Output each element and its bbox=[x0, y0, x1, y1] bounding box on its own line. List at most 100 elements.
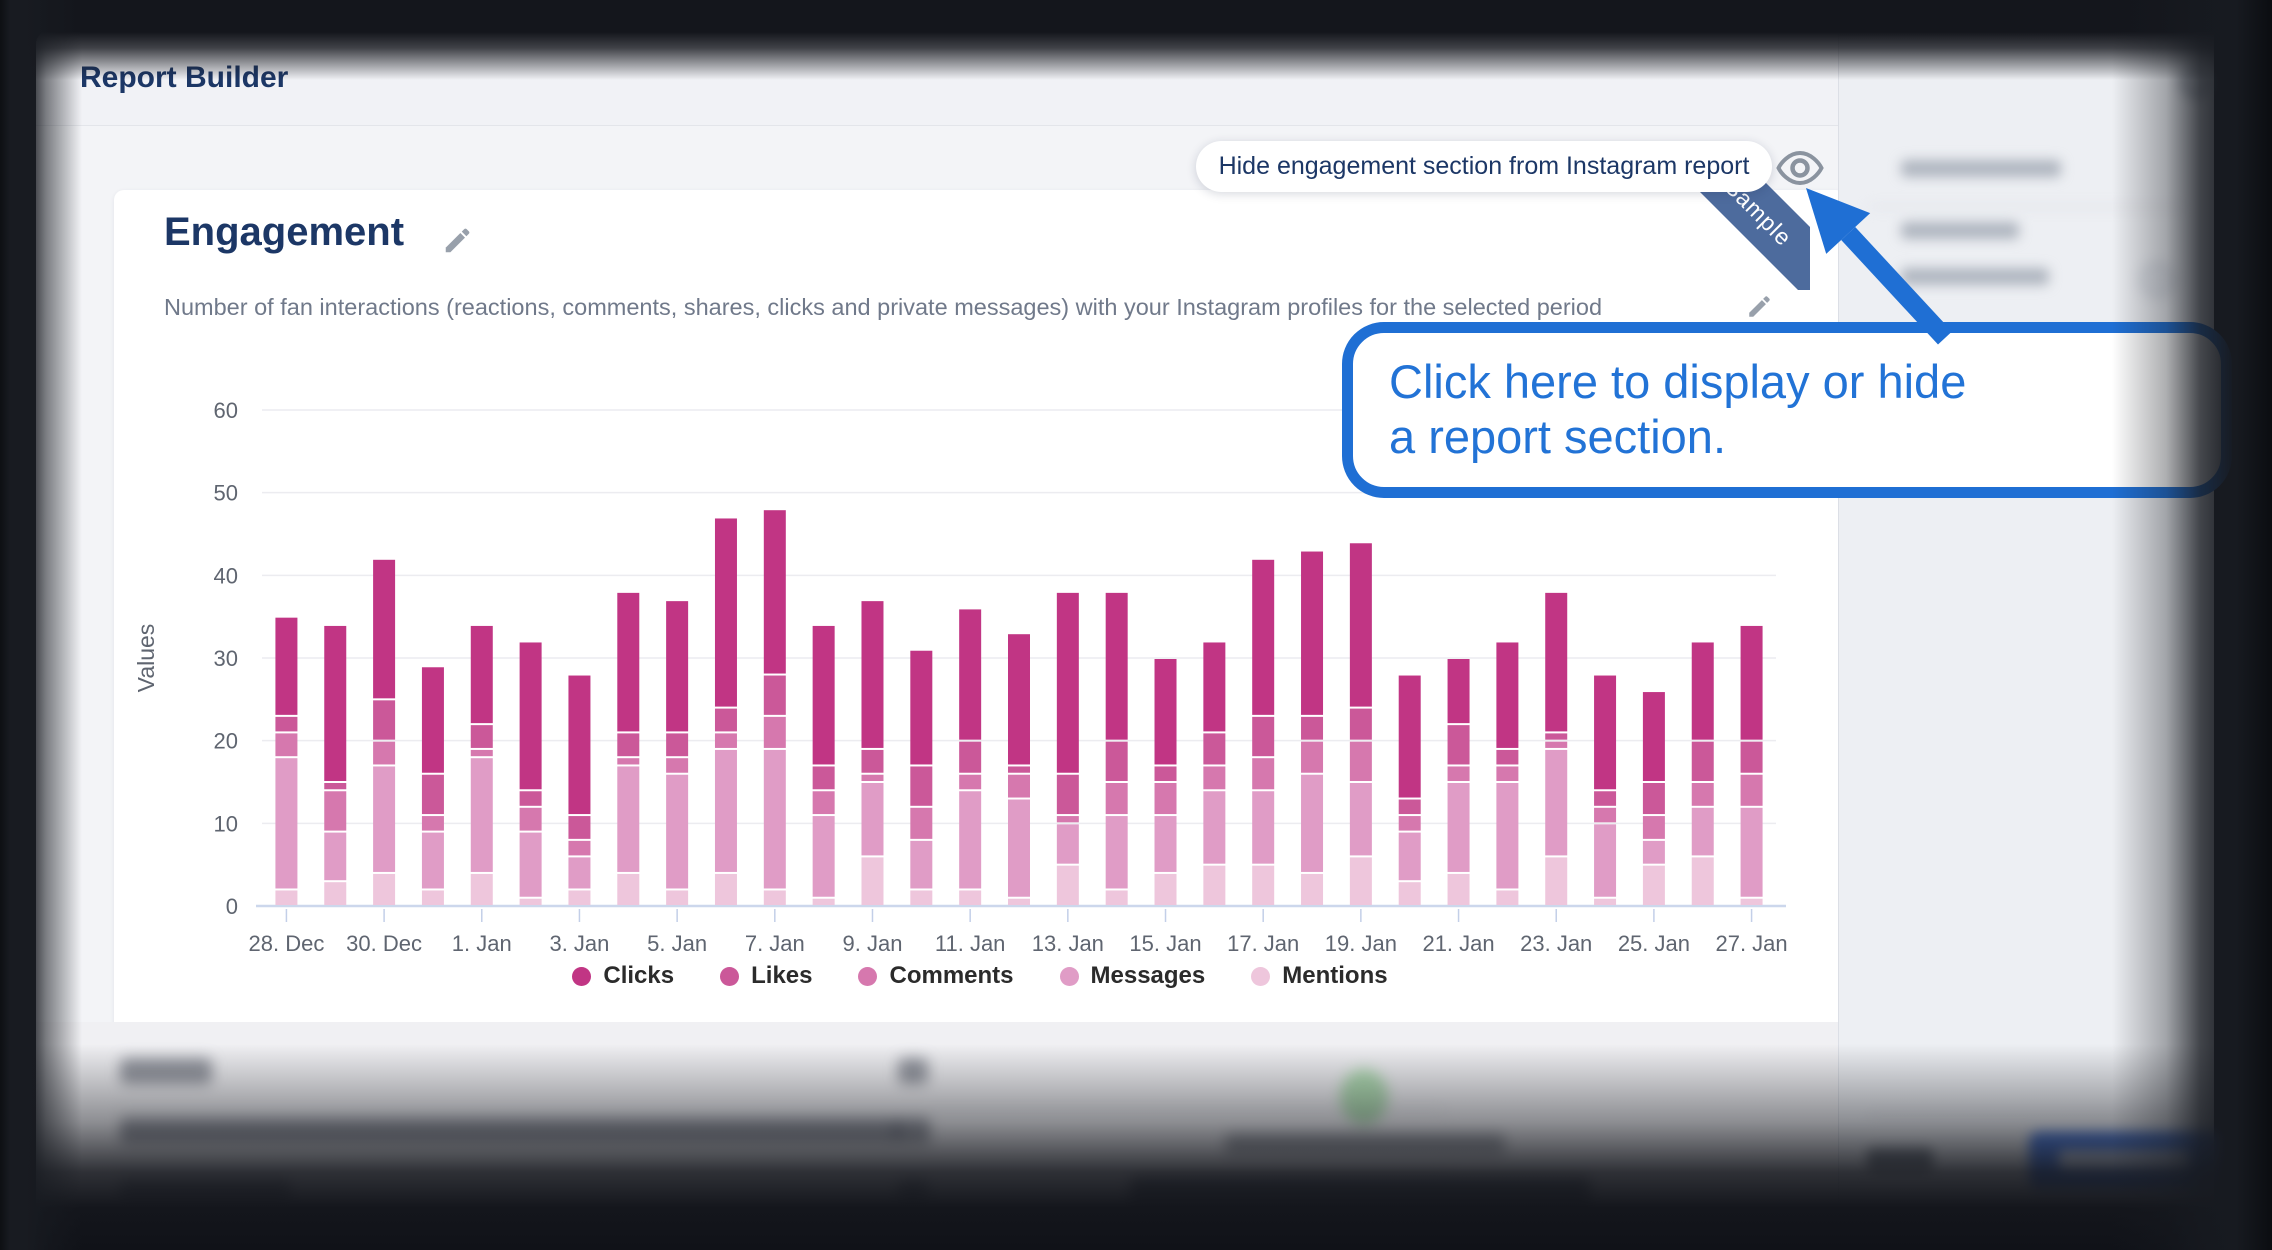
pencil-icon bbox=[1746, 296, 1772, 324]
gear-icon[interactable]: ⚙ bbox=[2176, 59, 2216, 108]
pencil-icon bbox=[442, 228, 472, 260]
bar-segment-messages bbox=[1594, 824, 1617, 897]
y-tick-label: 20 bbox=[214, 729, 238, 754]
bar-segment-clicks bbox=[763, 510, 786, 674]
x-tick-label: 27. Jan bbox=[1715, 931, 1787, 956]
bar-segment-messages bbox=[1642, 840, 1665, 864]
bar-segment-messages bbox=[519, 832, 542, 897]
legend-item-clicks[interactable]: Clicks bbox=[572, 962, 674, 990]
bar-segment-likes bbox=[1056, 774, 1079, 815]
bar-segment-clicks bbox=[1252, 559, 1275, 715]
chart-legend: Clicks Likes Comments Messages Mentions bbox=[114, 962, 1846, 990]
bar-segment-likes bbox=[324, 783, 347, 790]
legend-dot bbox=[1251, 966, 1271, 986]
y-tick-label: 10 bbox=[214, 811, 238, 836]
legend-item-mentions[interactable]: Mentions bbox=[1251, 962, 1388, 990]
bar-segment-comments bbox=[1301, 741, 1324, 773]
bar-segment-messages bbox=[910, 840, 933, 889]
table-row-label bbox=[120, 1058, 212, 1084]
bar-segment-messages bbox=[568, 857, 591, 889]
bar-segment-likes bbox=[1545, 733, 1568, 740]
y-tick-label: 50 bbox=[214, 481, 238, 506]
bar-segment-clicks bbox=[666, 601, 689, 732]
bar-segment-likes bbox=[519, 791, 542, 806]
bar-segment-clicks bbox=[1349, 543, 1372, 707]
bar-segment-likes bbox=[1642, 783, 1665, 815]
bar-segment-mentions bbox=[1203, 865, 1226, 905]
bar-segment-clicks bbox=[324, 625, 347, 781]
bar-segment-comments bbox=[714, 733, 737, 748]
bar-segment-clicks bbox=[568, 675, 591, 815]
bar-segment-comments bbox=[1447, 766, 1470, 781]
bar-segment-mentions bbox=[1008, 898, 1030, 905]
bar-segment-comments bbox=[1008, 774, 1030, 798]
engagement-stacked-bar-chart[interactable]: 0 10 20 30 40 50 60 Values 28. Dec 30. Dec 1. Jan 3… bbox=[126, 385, 1826, 985]
bar-segment-clicks bbox=[1740, 625, 1763, 740]
bar-segment-mentions bbox=[617, 873, 640, 905]
y-axis-title: Values bbox=[133, 624, 159, 693]
bar-segment-comments bbox=[1252, 758, 1275, 790]
bar-segment-mentions bbox=[421, 890, 444, 905]
sidebar-divider bbox=[1869, 1114, 2184, 1116]
coachmark-callout: Click here to display or hide a report s… bbox=[1342, 322, 2232, 498]
bar-segment-clicks bbox=[1105, 592, 1128, 740]
sidebar-divider bbox=[1869, 206, 2184, 208]
x-tick-label: 25. Jan bbox=[1618, 931, 1690, 956]
sidebar-item[interactable] bbox=[1901, 268, 2049, 285]
bar-segment-likes bbox=[568, 816, 591, 839]
bar-segment-messages bbox=[1691, 807, 1714, 856]
sidebar-item[interactable] bbox=[1901, 160, 2061, 177]
bar-segment-clicks bbox=[1301, 551, 1324, 715]
bar-segment-mentions bbox=[1545, 857, 1568, 905]
x-tick-label: 7. Jan bbox=[745, 931, 805, 956]
bar-segment-clicks bbox=[812, 625, 835, 765]
edit-title-button[interactable] bbox=[442, 226, 472, 256]
bar-segment-likes bbox=[373, 700, 396, 740]
bar-segment-mentions bbox=[519, 898, 542, 905]
bar-segment-clicks bbox=[714, 518, 737, 707]
row-divider bbox=[116, 1108, 1446, 1110]
sidebar-toggle[interactable] bbox=[2139, 262, 2175, 298]
hide-section-tooltip: Hide engagement section from Instagram r… bbox=[1196, 141, 1772, 192]
bar-segment-clicks bbox=[1056, 592, 1079, 773]
bar-segment-likes bbox=[1740, 741, 1763, 773]
legend-item-comments[interactable]: Comments bbox=[858, 962, 1014, 990]
bar-segment-likes bbox=[714, 708, 737, 732]
bar-segment-messages bbox=[373, 766, 396, 872]
x-tick-label: 13. Jan bbox=[1032, 931, 1104, 956]
bar-segment-messages bbox=[1349, 783, 1372, 856]
total-engagement-value bbox=[1130, 1178, 1590, 1220]
bar-segment-comments bbox=[1398, 816, 1421, 831]
bar-segment-comments bbox=[1545, 741, 1568, 748]
legend-item-messages[interactable]: Messages bbox=[1059, 962, 1205, 990]
save-settings-button[interactable] bbox=[2029, 1132, 2221, 1190]
x-tick-label: 19. Jan bbox=[1325, 931, 1397, 956]
bar-segment-messages bbox=[763, 749, 786, 889]
legend-label: Comments bbox=[889, 962, 1014, 989]
table-row-value bbox=[894, 1118, 930, 1144]
bar-segment-clicks bbox=[1496, 642, 1519, 748]
bar-segment-messages bbox=[1496, 783, 1519, 889]
bar-segment-mentions bbox=[1349, 857, 1372, 905]
bar-segment-likes bbox=[1105, 741, 1128, 781]
bar-segment-messages bbox=[1056, 824, 1079, 864]
x-tick-label: 11. Jan bbox=[935, 931, 1006, 956]
bar-segment-clicks bbox=[1545, 592, 1568, 732]
bar-segment-likes bbox=[910, 766, 933, 806]
reset-button[interactable] bbox=[1867, 1148, 1933, 1172]
bar-segment-likes bbox=[1252, 716, 1275, 757]
section-visibility-toggle[interactable] bbox=[1776, 150, 1824, 186]
bar-segment-clicks bbox=[470, 625, 493, 724]
edit-description-button[interactable] bbox=[1746, 294, 1776, 324]
bar-segment-likes bbox=[666, 733, 689, 757]
bar-segment-comments bbox=[275, 733, 298, 757]
bar-segment-comments bbox=[1496, 766, 1519, 781]
callout-line-1: Click here to display or hide bbox=[1389, 355, 1967, 409]
sidebar-item[interactable] bbox=[1901, 222, 2019, 239]
legend-item-likes[interactable]: Likes bbox=[720, 962, 812, 990]
total-engagement-caption bbox=[1225, 1134, 1505, 1154]
total-engagement-icon bbox=[1340, 1069, 1388, 1125]
settings-sidebar: ⚙ bbox=[1838, 30, 2221, 1220]
bar-segment-mentions bbox=[1301, 873, 1324, 905]
bar-segment-comments bbox=[1105, 783, 1128, 815]
